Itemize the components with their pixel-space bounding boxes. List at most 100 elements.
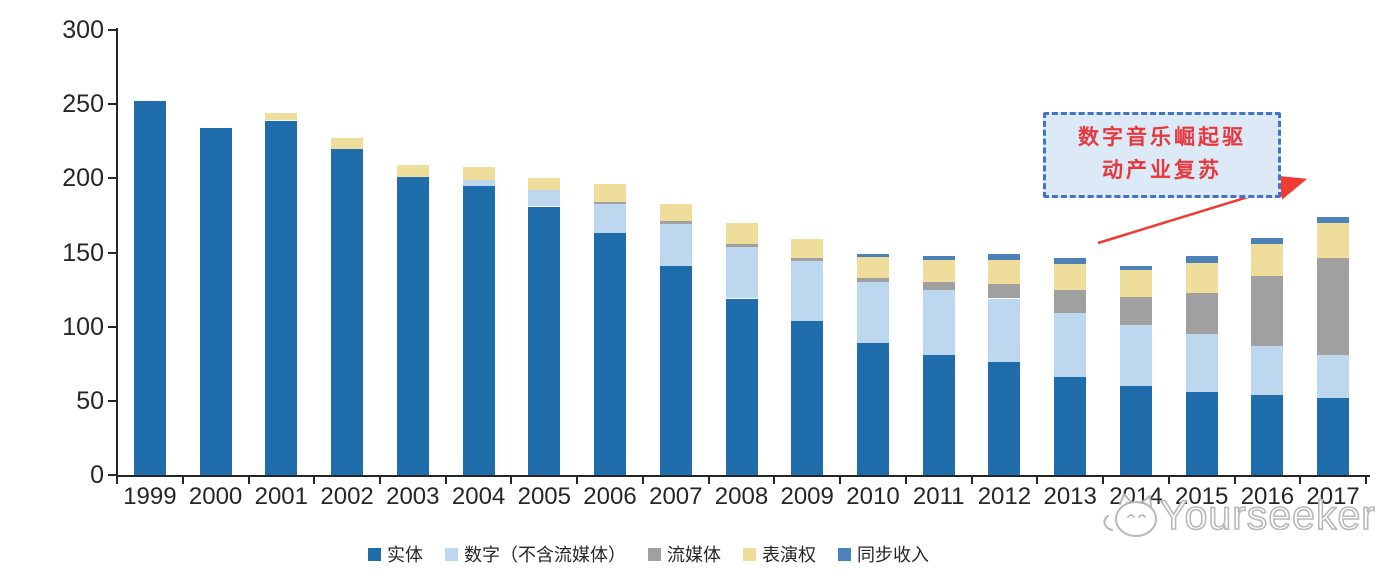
bar-segment — [922, 255, 955, 260]
bar-segment — [988, 254, 1021, 260]
yourseeker-cat-logo-icon — [1103, 493, 1157, 537]
bar-segment — [331, 148, 364, 475]
bar-segment — [1251, 237, 1284, 244]
y-axis-tick — [108, 177, 116, 180]
y-axis-tick — [108, 103, 116, 106]
x-axis-tick — [181, 477, 184, 484]
x-axis-label: 2007 — [649, 483, 703, 510]
x-axis-label: 2013 — [1043, 483, 1097, 510]
bar-segment — [1119, 297, 1152, 326]
x-axis-tick — [313, 477, 316, 484]
y-axis-tick-label: 100 — [62, 312, 104, 341]
x-axis-tick — [1233, 477, 1236, 484]
bar-segment — [659, 224, 692, 266]
x-axis-label: 2005 — [517, 483, 571, 510]
bar-segment — [1054, 377, 1087, 475]
bar-segment — [133, 101, 166, 475]
x-axis-tick — [116, 477, 118, 484]
bar-segment — [1119, 270, 1152, 297]
bar-segment — [791, 261, 824, 321]
legend-label: 实体 — [387, 545, 423, 565]
bar-segment — [988, 259, 1021, 284]
x-axis-tick — [904, 477, 907, 484]
bar-segment — [1119, 386, 1152, 475]
bar-segment — [594, 202, 626, 204]
bar-segment — [265, 120, 298, 475]
x-axis-line — [116, 475, 1370, 477]
watermark-text: Yourseeker — [1159, 491, 1376, 539]
x-axis-tick — [707, 477, 710, 484]
legend-swatch — [648, 547, 661, 561]
bar-segment — [462, 185, 495, 476]
x-axis-label: 2008 — [714, 483, 769, 510]
bar-segment — [1054, 289, 1087, 314]
legend: 实体 数字（不含流媒体） 流媒体 表演权 同步收入 — [368, 541, 929, 567]
y-axis-tick-label: 300 — [62, 16, 104, 44]
bar-segment — [725, 222, 758, 244]
bar-segment — [528, 206, 561, 475]
legend-item: 流媒体 — [648, 541, 721, 567]
legend-item: 数字（不含流媒体） — [445, 541, 626, 567]
y-axis-tick-label: 250 — [62, 90, 104, 119]
x-axis-label: 2012 — [977, 483, 1032, 510]
bar-segment — [1185, 391, 1218, 475]
bar-segment — [1185, 334, 1218, 392]
bar-segment — [1185, 262, 1218, 293]
x-axis-label: 2016 — [1240, 483, 1295, 510]
legend-item: 表演权 — [743, 541, 816, 567]
bar-segment — [988, 283, 1021, 299]
y-axis-tick — [108, 325, 116, 328]
bar-segment — [528, 178, 561, 191]
bar-segment — [791, 239, 824, 259]
bar-segment — [1251, 345, 1284, 395]
bar-segment — [659, 265, 692, 475]
bar-segment — [1119, 325, 1152, 386]
bar-segment — [594, 233, 626, 475]
x-axis-tick — [444, 477, 447, 484]
bar-segment — [922, 289, 955, 355]
bar-segment — [265, 113, 298, 121]
x-axis-label: 2009 — [780, 483, 834, 510]
bar-segment — [1185, 292, 1218, 335]
x-axis-label: 2006 — [583, 483, 637, 510]
legend-swatch — [445, 547, 458, 561]
bar-segment — [725, 246, 758, 299]
legend-label: 同步收入 — [857, 545, 929, 565]
watermark: Yourseeker — [1098, 486, 1376, 544]
x-axis-tick — [1299, 477, 1302, 484]
bar-segment — [1054, 313, 1087, 378]
x-axis-tick — [378, 477, 381, 484]
legend-item: 同步收入 — [838, 541, 929, 567]
legend-item: 实体 — [368, 541, 423, 567]
x-axis-label: 2003 — [386, 483, 440, 510]
bar-segment — [1251, 276, 1284, 346]
x-axis-tick — [576, 477, 579, 484]
bar-segment — [857, 254, 889, 257]
x-axis-tick — [1102, 477, 1105, 484]
bar-segment — [922, 259, 955, 283]
x-axis-label: 2004 — [451, 483, 506, 510]
bar-segment — [791, 258, 824, 262]
bar-segment — [857, 282, 889, 343]
x-axis-tick — [641, 477, 644, 484]
bar-segment — [462, 179, 495, 186]
x-axis-label: 1999 — [123, 483, 177, 510]
bar-segment — [1317, 354, 1350, 398]
bar-segment — [988, 362, 1021, 475]
annotation-line2: 动产业复苏 — [1102, 159, 1222, 182]
annotation-callout: 数字音乐崛起驱 动产业复苏 — [1043, 112, 1281, 198]
y-axis-tick — [108, 251, 116, 254]
bar-segment — [725, 298, 758, 475]
bar-segment — [922, 282, 955, 290]
x-axis-tick — [839, 477, 842, 484]
bar-segment — [857, 256, 889, 278]
bar-segment — [594, 203, 626, 234]
x-axis-tick — [970, 477, 973, 484]
bar-segment — [922, 354, 955, 475]
y-axis-tick — [108, 474, 116, 476]
annotation-line1: 数字音乐崛起驱 — [1078, 126, 1246, 150]
x-axis-label: 2015 — [1174, 483, 1229, 510]
bar-segment — [331, 138, 364, 149]
